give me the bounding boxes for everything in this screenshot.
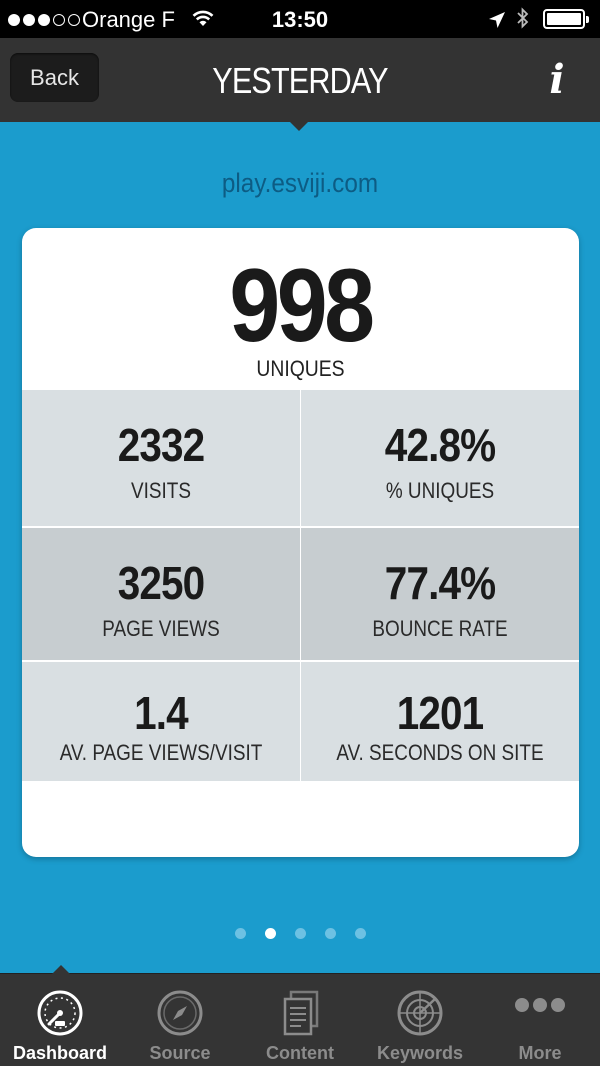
signal-strength-icon bbox=[8, 10, 80, 30]
battery-icon bbox=[543, 9, 589, 29]
page-dot[interactable] bbox=[294, 928, 306, 939]
wifi-icon bbox=[190, 8, 216, 34]
speedometer-icon bbox=[35, 988, 85, 1038]
stats-grid: 2332 VISITS 42.8% % UNIQUES 3250 PAGE VI… bbox=[22, 390, 579, 781]
uniques-label: UNIQUES bbox=[256, 356, 345, 381]
stat-value: 42.8% bbox=[384, 419, 496, 471]
stats-card[interactable]: 998 UNIQUES 2332 VISITS 42.8% % UNIQUES … bbox=[22, 228, 579, 857]
more-dots-icon bbox=[515, 988, 565, 1038]
compass-icon bbox=[155, 988, 205, 1038]
page-control[interactable] bbox=[0, 928, 600, 939]
tab-label: Content bbox=[266, 1043, 334, 1063]
documents-icon bbox=[275, 988, 325, 1038]
stat-page-views: 3250 PAGE VIEWS bbox=[22, 528, 300, 660]
stat-label: PAGE VIEWS bbox=[102, 616, 220, 641]
stat-label: % UNIQUES bbox=[385, 478, 495, 503]
page-dot-active[interactable] bbox=[264, 928, 276, 939]
tab-bar: Dashboard Source Content bbox=[0, 965, 600, 1066]
status-bar: Orange F 13:50 bbox=[0, 0, 600, 38]
tab-source[interactable]: Source bbox=[120, 974, 240, 1066]
page-dot[interactable] bbox=[354, 928, 366, 939]
page-dot[interactable] bbox=[234, 928, 246, 939]
stat-label: BOUNCE RATE bbox=[372, 616, 508, 641]
stat-label: AV. PAGE VIEWS/VISIT bbox=[59, 740, 263, 765]
bluetooth-icon bbox=[515, 6, 531, 36]
info-button[interactable]: i bbox=[549, 56, 565, 103]
back-button[interactable]: Back bbox=[10, 53, 99, 102]
page-title: YESTERDAY bbox=[212, 60, 388, 101]
nav-pointer bbox=[290, 122, 308, 131]
stat-label: VISITS bbox=[131, 478, 191, 503]
stat-value: 1201 bbox=[396, 687, 484, 739]
active-tab-notch bbox=[52, 965, 70, 974]
tab-keywords[interactable]: Keywords bbox=[360, 974, 480, 1066]
radar-icon bbox=[395, 988, 445, 1038]
tab-label: Dashboard bbox=[12, 1043, 108, 1063]
stat-visits: 2332 VISITS bbox=[22, 390, 300, 526]
stat-label: AV. SECONDS ON SITE bbox=[336, 740, 544, 765]
uniques-value: 998 bbox=[229, 248, 375, 364]
stat-bounce-rate: 77.4% BOUNCE RATE bbox=[301, 528, 579, 660]
location-arrow-icon bbox=[488, 9, 506, 35]
tab-label: Keywords bbox=[376, 1043, 464, 1063]
tab-content[interactable]: Content bbox=[240, 974, 360, 1066]
tab-label: More bbox=[518, 1043, 562, 1063]
page-dot[interactable] bbox=[324, 928, 336, 939]
stat-value: 3250 bbox=[117, 557, 205, 609]
navigation-bar: Back YESTERDAY i bbox=[0, 38, 600, 131]
stat-percent-uniques: 42.8% % UNIQUES bbox=[301, 390, 579, 526]
stat-value: 2332 bbox=[117, 419, 205, 471]
status-time: 13:50 bbox=[271, 7, 329, 32]
stat-value: 1.4 bbox=[134, 687, 189, 739]
stat-avg-seconds: 1201 AV. SECONDS ON SITE bbox=[301, 662, 579, 781]
tab-dashboard[interactable]: Dashboard bbox=[0, 974, 120, 1066]
site-domain: play.esviji.com bbox=[221, 168, 379, 198]
stat-value: 77.4% bbox=[384, 557, 496, 609]
tab-more[interactable]: More bbox=[480, 974, 600, 1066]
carrier-name: Orange F bbox=[82, 7, 175, 32]
tab-label: Source bbox=[149, 1043, 211, 1063]
stat-avg-page-views: 1.4 AV. PAGE VIEWS/VISIT bbox=[22, 662, 300, 781]
